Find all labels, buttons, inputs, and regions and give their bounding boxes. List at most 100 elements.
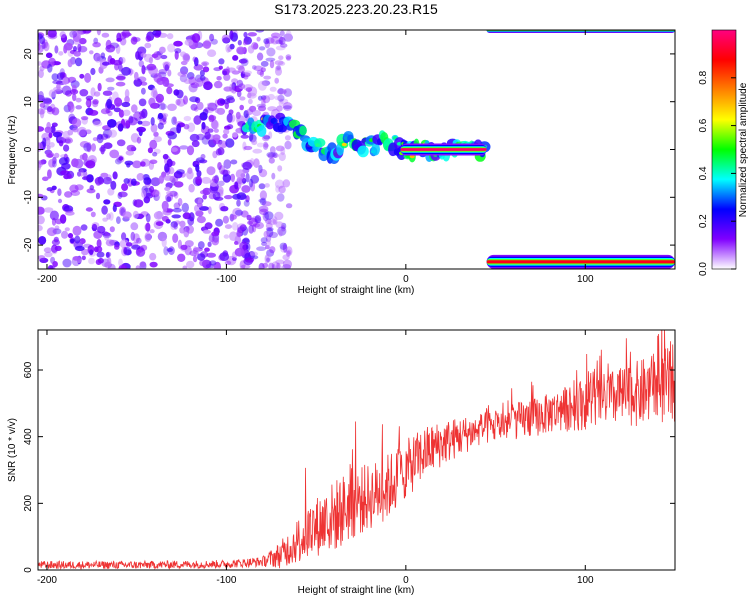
heatmap-cell — [75, 97, 82, 103]
heatmap-cell — [230, 173, 235, 183]
heatmap-cell — [150, 89, 158, 98]
heatmap-cell — [210, 120, 220, 130]
heatmap-cell — [241, 185, 251, 193]
heatmap-cell — [118, 264, 128, 269]
heatmap-cell — [240, 71, 246, 79]
heatmap-cell — [48, 89, 57, 98]
heatmap-cell — [130, 178, 137, 186]
heatmap-cell — [57, 198, 63, 204]
heatmap-cell — [59, 68, 65, 78]
heatmap-cell — [132, 210, 139, 219]
heatmap-cell — [266, 249, 275, 257]
heatmap-cell — [269, 146, 276, 154]
heatmap-cell — [247, 32, 257, 37]
heatmap-cell — [38, 160, 43, 168]
heatmap-cell — [54, 245, 62, 251]
heatmap-cell — [265, 218, 272, 225]
heatmap-cell — [138, 213, 143, 220]
heatmap-cell — [286, 249, 292, 255]
heatmap-cell — [277, 226, 287, 236]
heatmap-cell — [240, 210, 249, 218]
heatmap-cell — [276, 105, 283, 112]
heatmap-cell — [42, 176, 49, 182]
heatmap-cell — [177, 71, 188, 77]
heatmap-cell — [259, 197, 267, 206]
heatmap-cell — [72, 225, 82, 236]
heatmap-cell — [102, 217, 108, 222]
heatmap-cell — [283, 105, 292, 110]
heatmap-cell — [122, 109, 131, 117]
heatmap-cell — [299, 125, 307, 136]
heatmap-cell — [254, 215, 262, 224]
heatmap-cell — [226, 113, 233, 123]
heatmap-cell — [74, 184, 84, 191]
heatmap-cell — [236, 46, 246, 55]
heatmap-cell — [270, 32, 281, 39]
heatmap-cell — [262, 95, 271, 104]
heatmap-cell — [149, 252, 157, 261]
heatmap-cell — [256, 52, 264, 61]
heatmap-cell — [281, 222, 287, 230]
heatmap-cell — [189, 133, 200, 142]
heatmap-cell — [277, 165, 283, 172]
heatmap-cell — [213, 80, 223, 89]
heatmap-cell — [268, 262, 274, 269]
heatmap-cell — [181, 202, 189, 213]
heatmap-cell — [275, 259, 285, 265]
heatmap-cell — [102, 232, 112, 239]
heatmap-cell — [285, 246, 293, 256]
heatmap-cell — [195, 164, 200, 173]
heatmap-cell — [269, 60, 275, 69]
heatmap-cell — [258, 169, 268, 178]
heatmap-cell — [43, 41, 50, 52]
heatmap-cell — [38, 33, 43, 40]
spectrogram-heatmap — [38, 30, 675, 269]
heatmap-cell — [42, 98, 53, 105]
heatmap-cell — [278, 152, 286, 162]
heatmap-cell — [145, 213, 151, 223]
heatmap-cell — [160, 54, 168, 60]
heatmap-cell — [217, 147, 225, 156]
heatmap-cell — [96, 251, 105, 258]
heatmap-cell — [135, 51, 140, 60]
heatmap-cell — [159, 46, 166, 54]
heatmap-cell — [38, 236, 47, 245]
heatmap-cell — [212, 175, 219, 183]
heatmap-cell — [182, 53, 191, 63]
heatmap-cell — [173, 181, 184, 188]
heatmap-cell — [242, 226, 249, 236]
heatmap-cell — [256, 36, 261, 42]
heatmap-cell — [158, 103, 167, 110]
heatmap-cell — [57, 136, 65, 142]
y-tick-label: 10 — [23, 96, 34, 108]
heatmap-cell — [155, 93, 164, 103]
heatmap-cell — [275, 264, 283, 269]
heatmap-cell — [58, 157, 68, 166]
heatmap-cell — [46, 187, 53, 192]
heatmap-cell — [100, 52, 106, 59]
heatmap-cell — [218, 58, 225, 65]
heatmap-cell — [44, 251, 53, 258]
heatmap-cell — [261, 241, 267, 246]
heatmap-cell — [199, 259, 207, 267]
heatmap-cell — [90, 211, 96, 218]
heatmap-cell — [278, 98, 284, 107]
heatmap-cell — [239, 104, 244, 111]
heatmap-cell — [42, 137, 47, 148]
heatmap-cell — [173, 222, 178, 230]
heatmap-cell — [125, 150, 134, 156]
colorbar-ticks: 0.0 0.2 0.4 0.6 0.8 — [698, 70, 736, 276]
heatmap-cell — [219, 252, 230, 262]
heatmap-cell — [44, 207, 54, 213]
heatmap-cell — [252, 148, 263, 154]
heatmap-cell — [162, 77, 170, 87]
heatmap-cell — [132, 233, 140, 244]
heatmap-cell — [118, 156, 124, 161]
heatmap-cell — [61, 230, 69, 239]
heatmap-cell — [246, 108, 253, 115]
heatmap-cell — [153, 136, 162, 143]
heatmap-cell — [38, 94, 45, 102]
heatmap-cell — [371, 142, 381, 156]
heatmap-cell — [230, 214, 237, 220]
heatmap-cell — [278, 36, 286, 45]
